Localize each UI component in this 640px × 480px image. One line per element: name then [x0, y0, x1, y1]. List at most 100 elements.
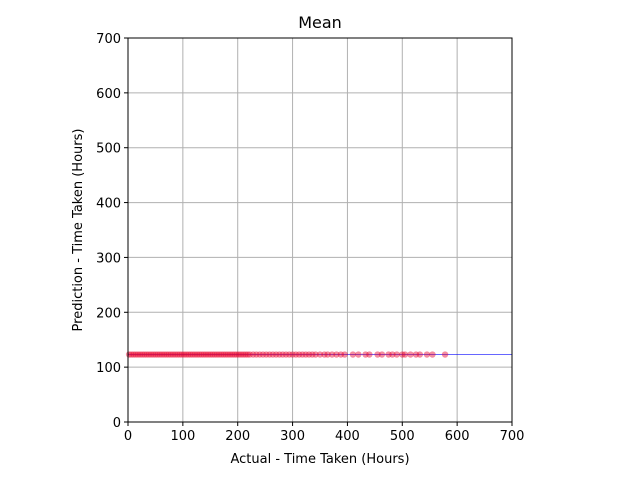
x-tick-label: 0	[124, 429, 132, 444]
scatter-point	[174, 351, 181, 358]
scatter-point	[158, 351, 166, 358]
scatter-point	[130, 351, 137, 358]
scatter-point	[374, 351, 381, 358]
scatter-point	[295, 351, 303, 358]
scatter-point	[337, 351, 345, 358]
scatter-point	[309, 351, 316, 358]
scatter-point	[207, 351, 214, 358]
scatter-point	[224, 351, 232, 358]
scatter-point	[233, 351, 240, 358]
scatter-point	[185, 351, 192, 358]
scatter-point	[316, 351, 324, 358]
scatter-point	[378, 351, 386, 358]
scatter-points	[125, 351, 449, 358]
scatter-point	[211, 351, 218, 358]
x-tick-label: 600	[445, 429, 470, 444]
scatter-point	[312, 351, 319, 358]
scatter-point	[156, 351, 164, 358]
grid-lines	[127, 37, 513, 423]
y-axis-label: Prediction - Time Taken (Hours)	[71, 129, 86, 332]
scatter-point	[147, 351, 155, 358]
scatter-point	[292, 351, 300, 358]
y-tick-label: 700	[96, 32, 121, 47]
scatter-point	[305, 351, 313, 358]
scatter-point	[423, 351, 431, 358]
scatter-point	[176, 351, 183, 358]
scatter-point	[152, 351, 159, 358]
y-tick-label: 600	[96, 87, 121, 102]
scatter-point	[355, 351, 362, 358]
scatter-point	[169, 351, 177, 358]
y-axis-ticks: 0 100 200 300 400 500 600 700	[96, 32, 128, 431]
x-tick-label: 100	[170, 429, 195, 444]
scatter-point	[429, 351, 436, 358]
scatter-point	[143, 351, 150, 358]
scatter-point	[196, 351, 203, 358]
scatter-point	[362, 351, 369, 358]
scatter-point	[272, 351, 280, 358]
scatter-point	[220, 351, 227, 358]
scatter-point	[244, 351, 251, 358]
scatter-point	[256, 351, 263, 358]
x-tick-label: 500	[390, 429, 415, 444]
scatter-point	[213, 351, 221, 358]
scatter-point	[349, 351, 357, 358]
scatter-point	[242, 351, 249, 358]
scatter-point	[134, 351, 142, 358]
scatter-point	[200, 351, 207, 358]
x-tick-label: 300	[280, 429, 305, 444]
scatter-point	[302, 351, 309, 358]
scatter-point	[266, 351, 273, 358]
scatter-point	[178, 351, 185, 358]
scatter-point	[171, 351, 179, 358]
y-tick-label: 200	[96, 306, 121, 321]
scatter-point	[246, 351, 253, 358]
scatter-point	[154, 351, 161, 358]
scatter-point	[276, 351, 283, 358]
scatter-point	[249, 351, 257, 358]
scatter-point	[235, 351, 243, 358]
scatter-point	[139, 351, 146, 358]
scatter-point	[132, 351, 139, 358]
scatter-point	[125, 351, 133, 358]
scatter-point	[412, 351, 420, 358]
y-tick-label: 0	[113, 416, 121, 431]
scatter-point	[401, 351, 409, 358]
scatter-point	[282, 351, 290, 358]
scatter-point	[136, 351, 144, 358]
y-tick-label: 500	[96, 142, 121, 157]
scatter-point	[416, 351, 424, 358]
scatter-point	[328, 351, 336, 358]
scatter-point	[222, 351, 229, 358]
scatter-point	[215, 351, 223, 358]
y-tick-label: 400	[96, 197, 121, 212]
scatter-point	[385, 351, 392, 358]
scatter-point	[324, 351, 331, 358]
scatter-point	[226, 351, 234, 358]
scatter-point	[198, 351, 205, 358]
scatter-point	[204, 351, 212, 358]
scatter-point	[259, 351, 267, 358]
scatter-point	[407, 351, 414, 358]
chart-title: Mean	[298, 13, 342, 32]
scatter-point	[193, 351, 201, 358]
scatter-point	[333, 351, 340, 358]
scatter-point	[240, 351, 247, 358]
x-axis-ticks: 0 100 200 300 400 500 600 700	[124, 422, 525, 444]
scatter-point	[141, 351, 148, 358]
scatter-point	[393, 351, 400, 358]
scatter-point	[191, 351, 199, 358]
scatter-point	[237, 351, 245, 358]
scatter-point	[145, 351, 153, 358]
scatter-point	[366, 351, 373, 358]
scatter-point	[218, 351, 225, 358]
scatter-point	[441, 351, 449, 358]
scatter-point	[209, 351, 216, 358]
x-tick-label: 700	[500, 429, 525, 444]
scatter-point	[128, 351, 135, 358]
x-axis-label: Actual - Time Taken (Hours)	[230, 452, 409, 467]
scatter-point	[229, 351, 236, 358]
scatter-point	[341, 351, 348, 358]
